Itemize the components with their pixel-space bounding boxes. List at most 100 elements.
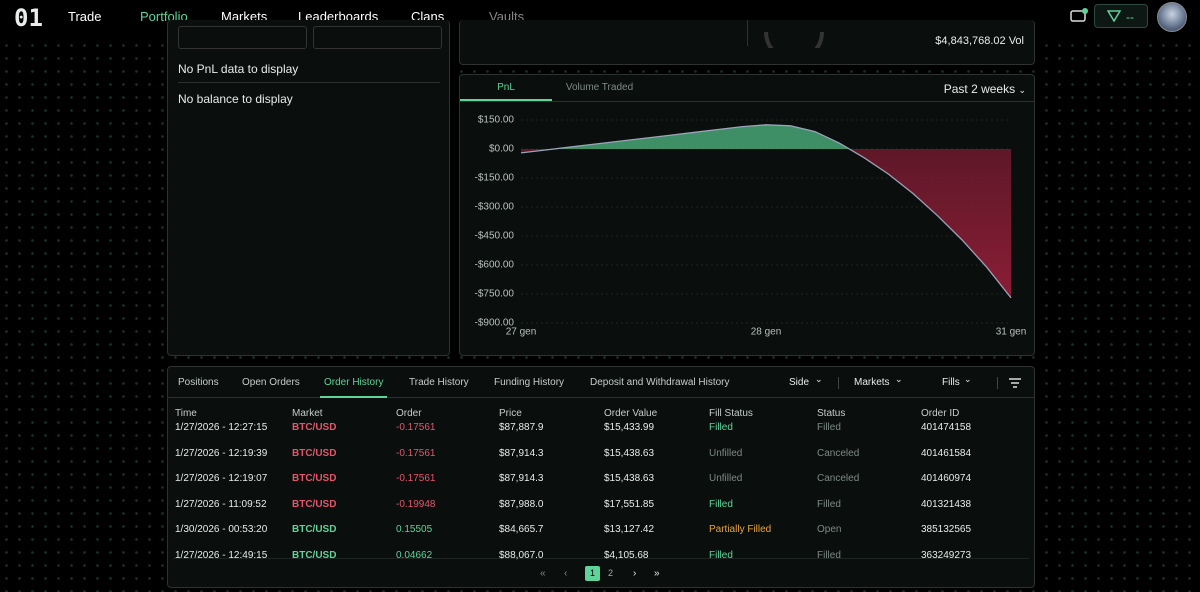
order-cell: 1/27/2026 - 12:27:15 (175, 422, 268, 433)
order-cell: 401461584 (921, 447, 972, 459)
first-page[interactable]: « (540, 568, 546, 579)
order-cell: Canceled (817, 473, 860, 484)
y-tick-label: -$900.00 (475, 318, 515, 329)
order-cell: $88,067.0 (499, 549, 544, 561)
wallet-icon (1107, 10, 1121, 22)
divider (747, 20, 748, 46)
order-cell: -0.19948 (396, 498, 436, 510)
y-tick-label: $0.00 (489, 144, 514, 155)
pnl-chart: $150.00 $0.00 -$150.00 -$300.00 -$450.00 -$60… (475, 115, 1027, 338)
order-cell: BTC/USD (292, 549, 337, 561)
order-cell: -0.17561 (396, 447, 436, 459)
orders-tab[interactable]: Trade History (409, 377, 469, 388)
chart-tab[interactable]: Volume Traded (565, 82, 634, 93)
order-cell: $84,665.7 (499, 524, 544, 535)
order-cell: BTC/USD (292, 524, 337, 535)
order-cell: 1/27/2026 - 12:19:07 (175, 473, 268, 484)
avatar[interactable] (1157, 2, 1187, 32)
order-cell: 0.15505 (396, 524, 433, 535)
order-cell: $87,887.9 (499, 422, 544, 433)
order-cell: Partially Filled (709, 524, 772, 535)
next-page[interactable]: › (633, 568, 637, 579)
y-tick-label: -$300.00 (475, 202, 515, 213)
order-cell: 0.04662 (396, 549, 433, 561)
chat-icon[interactable] (1070, 8, 1088, 26)
balance-panel: No PnL data to display No balance to dis… (167, 20, 450, 356)
filter-dropdown[interactable]: Fills (942, 377, 960, 388)
order-cell: Canceled (817, 447, 860, 459)
y-tick-label: -$750.00 (475, 289, 515, 300)
divider (997, 377, 998, 389)
wallet-button[interactable]: -- (1094, 4, 1148, 28)
filter-icon[interactable] (1008, 377, 1022, 389)
orders-tab[interactable]: Open Orders (242, 377, 300, 388)
order-cell: 401321438 (921, 498, 972, 510)
order-cell: Filled (709, 549, 733, 561)
chevron: ⌄ (964, 374, 972, 384)
period-dropdown[interactable]: Past 2 weeks ⌄ (943, 82, 1026, 96)
order-cell: Filled (709, 422, 733, 433)
orders-tab[interactable]: Positions (178, 377, 219, 388)
orders-tab[interactable]: Order History (320, 377, 388, 398)
order-cell: $15,438.63 (604, 447, 655, 459)
column-header: Order (396, 408, 422, 419)
order-cell: Open (817, 524, 842, 535)
column-header: Fill Status (709, 408, 753, 419)
logo[interactable]: 01 (14, 4, 43, 32)
y-tick-label: -$600.00 (475, 260, 515, 271)
last-page[interactable]: » (654, 568, 660, 579)
action-button[interactable] (313, 26, 442, 49)
pnl-chart-panel: Past 2 weeks ⌄ $150.00 $0.00 -$150.00 -$300… (459, 74, 1035, 356)
order-cell: $87,988.0 (499, 498, 544, 510)
column-header: Time (175, 408, 197, 419)
wallet-label: -- (1126, 10, 1134, 24)
order-cell: BTC/USD (292, 422, 337, 433)
prev-page[interactable]: ‹ (564, 568, 568, 579)
filter-dropdown[interactable]: Markets (854, 377, 890, 388)
x-tick-label: 27 gen (506, 327, 537, 338)
order-cell: $87,914.3 (499, 447, 544, 459)
order-cell: 385132565 (921, 524, 972, 535)
empty-message: No PnL data to display (178, 62, 299, 76)
y-tick-label: -$150.00 (475, 173, 515, 184)
y-tick-label: $150.00 (478, 115, 515, 126)
pnl-area-positive (521, 124, 1011, 149)
action-button[interactable] (178, 26, 307, 49)
order-cell: Filled (817, 549, 841, 561)
orders-tab[interactable]: Funding History (494, 377, 565, 388)
stats-panel: $4,843,768.02 Vol (459, 20, 1035, 65)
empty-message: No balance to display (178, 92, 293, 106)
divider (168, 397, 1034, 398)
order-cell: $15,433.99 (604, 422, 655, 433)
chart-tab[interactable]: PnL (460, 75, 552, 101)
page-button[interactable]: 2 (607, 568, 613, 578)
order-cell: BTC/USD (292, 498, 337, 510)
order-cell: BTC/USD (292, 447, 337, 459)
order-cell: -0.17561 (396, 473, 436, 484)
chevron: ⌄ (815, 374, 823, 384)
period-label: Past 2 weeks (943, 82, 1016, 96)
order-cell: 401460974 (921, 473, 972, 484)
volume-stat: $4,843,768.02 Vol (935, 35, 1024, 47)
gauge (764, 31, 824, 48)
column-header: Order ID (921, 408, 960, 419)
divider (173, 558, 1029, 559)
pnl-line (520, 124, 1012, 299)
nav-item[interactable]: Trade (68, 9, 102, 24)
order-cell: $4,105.68 (604, 549, 649, 561)
order-cell: 1/27/2026 - 12:49:15 (175, 549, 268, 561)
divider (460, 101, 1034, 102)
column-header: Status (817, 408, 846, 419)
orders-tab[interactable]: Deposit and Withdrawal History (590, 377, 730, 388)
order-cell: -0.17561 (396, 422, 436, 433)
divider (838, 377, 839, 389)
order-cell: 401474158 (921, 422, 972, 433)
order-cell: $17,551.85 (604, 498, 655, 510)
filter-dropdown[interactable]: Side (789, 377, 810, 388)
order-cell: $15,438.63 (604, 473, 655, 484)
order-cell: 1/27/2026 - 11:09:52 (175, 498, 267, 510)
page-button[interactable]: 1 (585, 566, 600, 581)
order-cell: $87,914.3 (499, 473, 544, 484)
column-header: Order Value (604, 408, 658, 419)
